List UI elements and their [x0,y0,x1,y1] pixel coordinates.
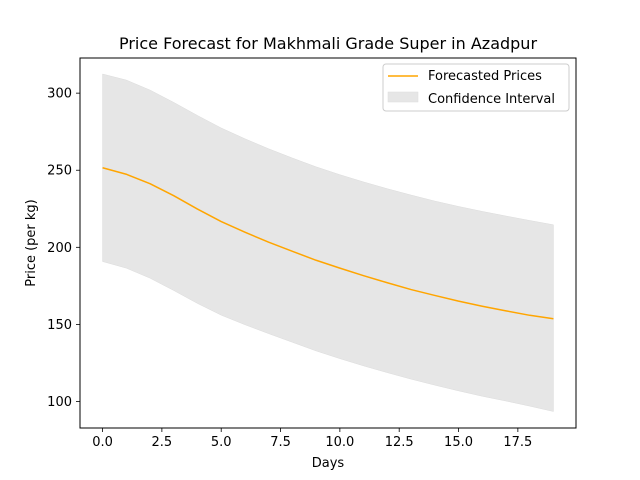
y-tick-label: 250 [47,164,72,179]
forecast-line [102,167,554,320]
x-tick-label: 0.0 [92,435,113,450]
legend-box [382,63,570,112]
x-tick-label: 12.5 [385,435,414,450]
x-tick-label: 17.5 [503,435,532,450]
y-tick-label: 150 [47,318,72,333]
legend: Forecasted Prices Confidence Interval [382,63,570,112]
chart-title: Price Forecast for Makhmali Grade Super … [119,34,537,53]
axes-frame [79,57,577,429]
confidence-band [102,73,554,412]
x-tick-label: 10.0 [325,435,354,450]
legend-band-swatch [387,91,419,103]
x-axis: 0.0 2.5 5.0 7.5 10.0 12.5 15.0 17.5 [92,428,532,450]
y-axis: 100 150 200 250 300 [47,87,80,410]
legend-label-confidence: Confidence Interval [428,92,555,107]
y-tick-label: 200 [47,241,72,256]
plot-area [102,73,554,412]
x-tick-label: 15.0 [444,435,473,450]
legend-label-forecast: Forecasted Prices [428,69,542,84]
x-tick-label: 2.5 [152,435,173,450]
x-tick-label: 7.5 [270,435,291,450]
y-tick-label: 100 [47,395,72,410]
x-axis-label: Days [312,456,345,471]
y-axis-label: Price (per kg) [24,199,39,287]
x-tick-label: 5.0 [211,435,232,450]
y-tick-label: 300 [47,87,72,102]
